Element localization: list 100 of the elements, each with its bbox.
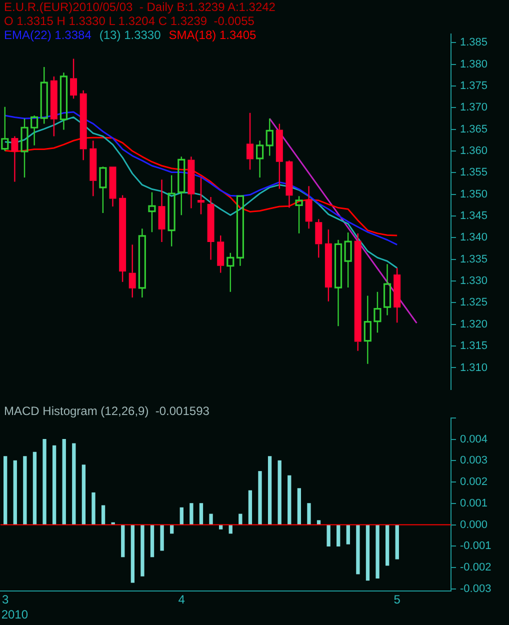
candlestick xyxy=(315,218,322,258)
candlestick xyxy=(266,118,274,156)
y-tick-label: 1.330 xyxy=(460,275,488,288)
chart-subtitle: O 1.3315 H 1.3330 L 1.3204 C 1.3239 -0.0055 xyxy=(4,14,256,28)
y-tick-label: 0.001 xyxy=(460,497,488,510)
y-tick-label: 0.000 xyxy=(460,518,488,531)
bar xyxy=(278,460,282,525)
candlestick xyxy=(50,76,58,137)
text: EMA(22) 1.3384 xyxy=(4,28,92,42)
bar xyxy=(92,492,96,525)
candlestick xyxy=(383,264,392,316)
bar xyxy=(121,524,125,558)
candlestick xyxy=(99,166,107,214)
y-tick-label: -0.002 xyxy=(460,562,492,574)
text: 2010 xyxy=(1,607,28,622)
candlestick xyxy=(178,156,186,216)
bar xyxy=(376,524,380,579)
bar xyxy=(32,452,37,525)
bar xyxy=(130,524,134,583)
x-tick-label: 3 xyxy=(2,592,9,607)
candlestick xyxy=(197,176,204,215)
candlestick xyxy=(188,156,195,209)
bar xyxy=(62,439,66,525)
candlestick xyxy=(236,195,244,266)
y-tick-label: 1.335 xyxy=(460,253,488,266)
y-tick-label: -0.001 xyxy=(460,540,492,552)
candlestick xyxy=(20,118,28,178)
bar xyxy=(288,475,292,525)
candlestick xyxy=(30,114,38,146)
bar xyxy=(190,503,194,525)
y-tick-label: -0.003 xyxy=(460,582,492,595)
x-tick-label: 4 xyxy=(178,592,186,607)
bar xyxy=(366,524,370,581)
bar xyxy=(111,522,115,525)
candlestick xyxy=(158,179,166,243)
bar xyxy=(307,503,311,525)
candlestick xyxy=(324,228,332,302)
bar xyxy=(4,456,8,525)
bar xyxy=(13,460,17,525)
bar xyxy=(297,488,302,525)
candlestick xyxy=(148,192,156,233)
candlestick xyxy=(334,239,342,327)
candlestick xyxy=(109,166,116,208)
candlestick xyxy=(374,291,382,334)
candlestick xyxy=(276,123,283,190)
chart-title: MACD Histogram (12,26,9) -0.001593 xyxy=(4,404,210,418)
candlestick xyxy=(128,244,136,298)
bar xyxy=(316,520,321,525)
candlestick xyxy=(90,140,97,197)
bar xyxy=(101,505,106,525)
candlestick xyxy=(344,232,352,288)
candlestick xyxy=(354,232,362,352)
bar xyxy=(199,503,204,525)
y-tick-label: 1.360 xyxy=(460,145,488,158)
bar xyxy=(248,490,252,525)
y-tick-label: 1.380 xyxy=(460,58,488,70)
bar xyxy=(346,524,350,544)
bar xyxy=(180,507,184,525)
text: (13) 1.3330 xyxy=(99,28,161,42)
candlestick xyxy=(40,66,48,124)
candlestick xyxy=(207,196,214,260)
y-tick-label: 1.315 xyxy=(460,340,488,352)
y-tick-label: 1.370 xyxy=(460,102,488,114)
bar xyxy=(52,445,56,525)
candlestick xyxy=(226,252,234,292)
candlestick xyxy=(1,106,9,152)
y-tick-label: 0.003 xyxy=(460,454,488,467)
y-tick-label: 1.345 xyxy=(460,210,488,222)
y-tick-label: 1.365 xyxy=(460,123,488,136)
candlestick xyxy=(60,72,68,130)
y-tick-label: 1.320 xyxy=(460,318,488,330)
candlestick xyxy=(168,174,176,247)
y-tick-label: 1.310 xyxy=(460,362,488,374)
candlestick xyxy=(11,136,18,182)
bar xyxy=(326,524,330,546)
text: SMA(18) 1.3405 xyxy=(168,28,256,42)
candlestick xyxy=(286,160,293,208)
bar xyxy=(23,456,27,525)
candlestick xyxy=(217,234,224,274)
bar xyxy=(160,524,164,551)
bar xyxy=(209,514,213,525)
bar xyxy=(150,524,154,558)
y-tick-label: 1.325 xyxy=(460,296,488,309)
y-tick-label: 1.340 xyxy=(460,232,488,244)
bar xyxy=(395,524,399,560)
bar xyxy=(356,524,360,574)
candlestick xyxy=(364,295,372,364)
y-tick-label: 0.002 xyxy=(460,476,488,488)
y-tick-label: 0.004 xyxy=(460,433,488,446)
candlestick xyxy=(119,194,126,283)
chart-title: E.U.R.(EUR)2010/05/03 - Daily B:1.3239 A:1.3242 xyxy=(4,0,276,14)
x-tick-label: 5 xyxy=(394,592,401,607)
y-tick-label: 1.355 xyxy=(460,166,488,179)
bar xyxy=(336,524,340,546)
bar xyxy=(82,464,86,525)
candlestick xyxy=(70,58,78,100)
bar xyxy=(42,439,46,525)
candlestick xyxy=(246,112,254,170)
y-tick-label: 1.350 xyxy=(460,188,488,200)
bar xyxy=(238,514,242,525)
